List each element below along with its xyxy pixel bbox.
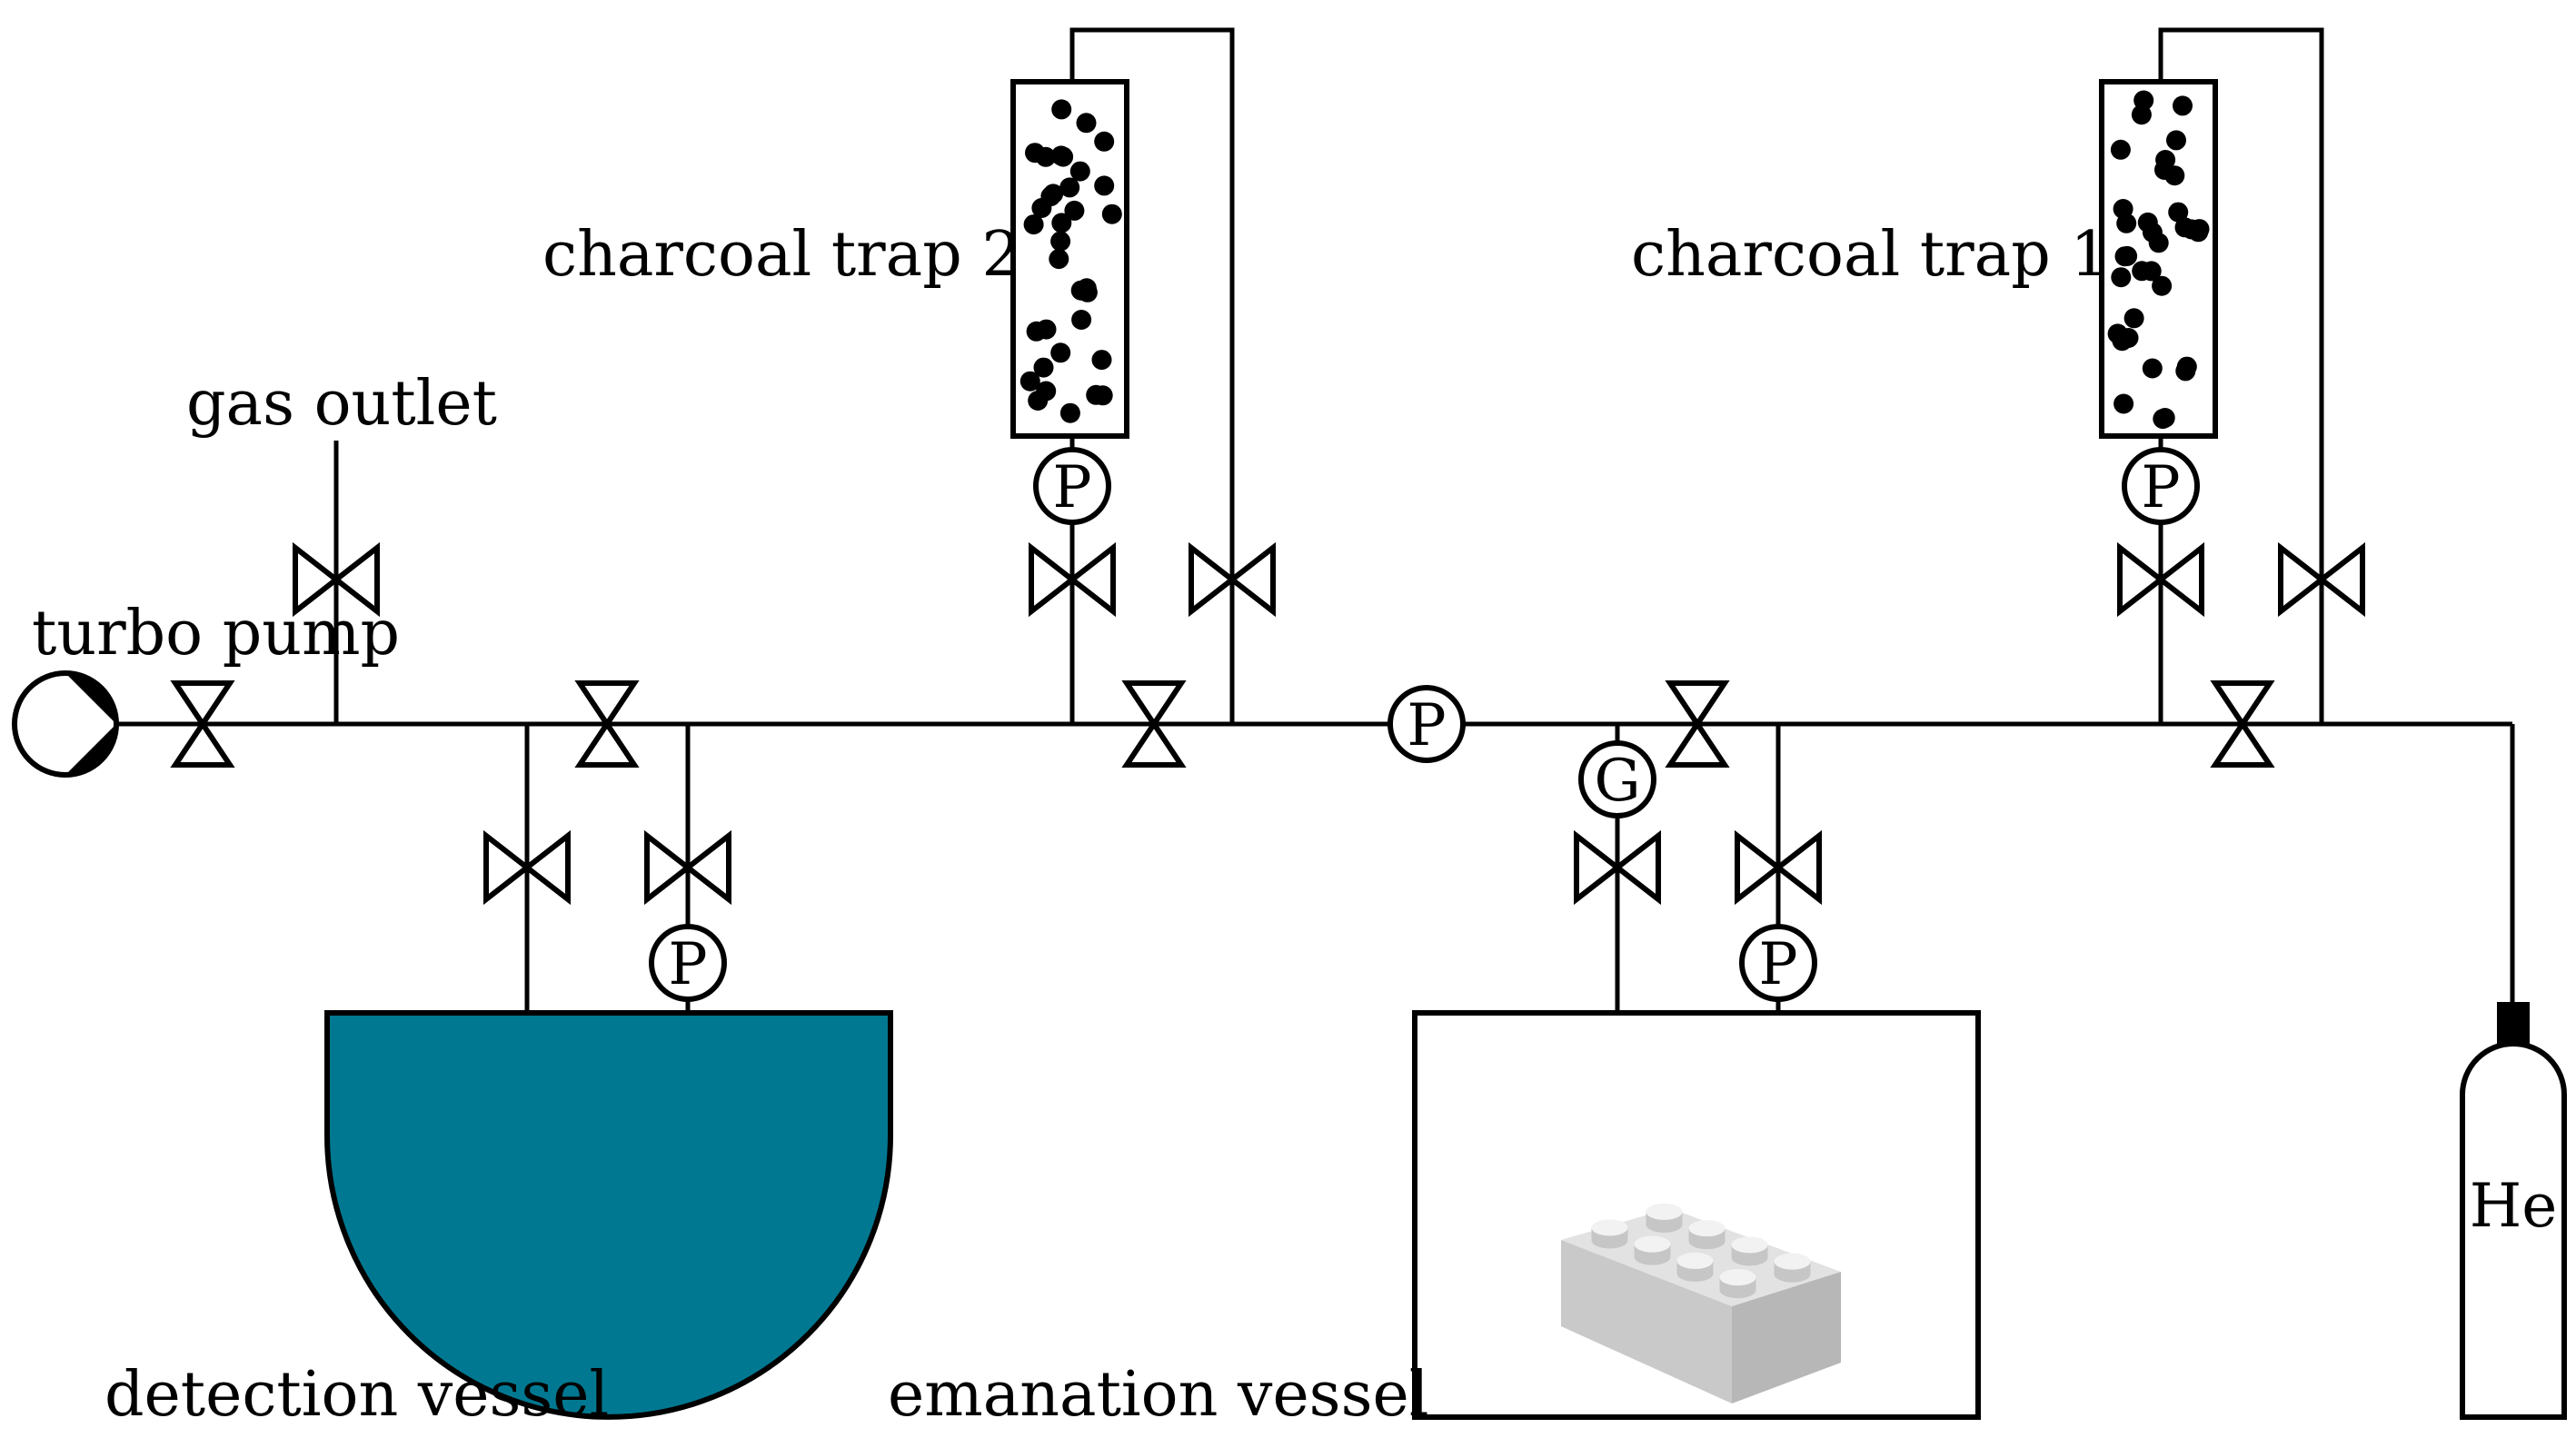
granule — [1064, 200, 1085, 221]
granule — [1023, 214, 1044, 235]
granule — [1101, 203, 1122, 224]
granule — [2152, 275, 2173, 296]
gas-outlet-label: gas outlet — [186, 368, 497, 440]
granule — [1051, 99, 1072, 120]
gauges: P P P P P G — [649, 447, 2200, 1002]
granule — [2110, 139, 2131, 160]
granule — [1031, 198, 1052, 218]
granule — [1094, 131, 1115, 152]
trap2-pipe-return — [1069, 27, 1235, 724]
gauge-label: P — [1758, 931, 1797, 998]
granule — [1076, 113, 1097, 134]
turbo-pump-icon — [12, 670, 119, 778]
helium-label: He — [2470, 1171, 2558, 1241]
granule — [2175, 361, 2196, 382]
granule — [1071, 310, 1092, 330]
granule — [1091, 350, 1112, 371]
pressure-gauge-trap1: P — [2122, 447, 2200, 525]
granule — [2142, 358, 2163, 379]
granule — [1059, 402, 1080, 423]
detection-vessel-label: detection vessel — [104, 1359, 609, 1431]
emanation-vessel-label: emanation vessel — [888, 1359, 1428, 1431]
granule — [1053, 146, 1074, 167]
gauge-label: P — [1052, 454, 1091, 521]
granule — [2166, 130, 2186, 151]
pressure-gauge-trap2: P — [1033, 447, 1111, 525]
gas-gauge-label: G — [1594, 748, 1640, 815]
gas-gauge: G — [1578, 740, 1656, 818]
granule — [1033, 357, 1054, 378]
granule — [2155, 150, 2176, 170]
granule — [1076, 278, 1097, 299]
brick-sample-icon — [1561, 1203, 1841, 1403]
pressure-gauge-main: P — [1387, 685, 1466, 763]
granule — [1049, 249, 1069, 270]
granule — [1086, 384, 1107, 405]
charcoal-granules — [1019, 99, 1122, 423]
pressure-gauge-detection: P — [649, 924, 727, 1002]
granule — [2111, 267, 2132, 288]
granule — [1036, 319, 1057, 340]
granule — [1035, 146, 1056, 167]
granule — [2132, 261, 2153, 282]
trap1-pipe-return — [2158, 27, 2324, 724]
helium-bottle-icon — [2460, 1002, 2567, 1420]
gauge-label: P — [2141, 454, 2180, 521]
detection-vessel — [324, 1010, 893, 1420]
pressure-gauge-emanation: P — [1739, 924, 1817, 1002]
granule — [1050, 231, 1071, 252]
gauge-label: P — [668, 931, 707, 998]
charcoal-trap-2-label: charcoal trap 2 — [542, 219, 1021, 291]
granule — [2173, 95, 2193, 116]
granule — [1069, 161, 1090, 182]
granule — [1094, 175, 1115, 196]
granule — [1036, 381, 1057, 402]
granule — [2174, 217, 2195, 238]
charcoal-granules — [2107, 90, 2210, 430]
granule — [2123, 308, 2144, 329]
granule — [2154, 408, 2175, 428]
granule — [1059, 177, 1080, 198]
granule — [1019, 371, 1040, 392]
gauge-label: P — [1407, 692, 1446, 759]
granule — [2114, 246, 2135, 267]
granule — [2113, 199, 2133, 219]
granule — [2168, 202, 2189, 223]
granule — [2131, 104, 2152, 125]
turbo-pump-label: turbo pump — [32, 598, 400, 669]
granule — [2114, 393, 2134, 414]
granule — [2118, 328, 2139, 348]
charcoal-trap-1 — [2099, 79, 2218, 439]
granule — [1050, 342, 1071, 363]
granule — [2137, 212, 2158, 233]
charcoal-trap-1-label: charcoal trap 1 — [1631, 219, 2110, 291]
charcoal-trap-2 — [1010, 79, 1129, 439]
granule — [1051, 213, 1072, 233]
